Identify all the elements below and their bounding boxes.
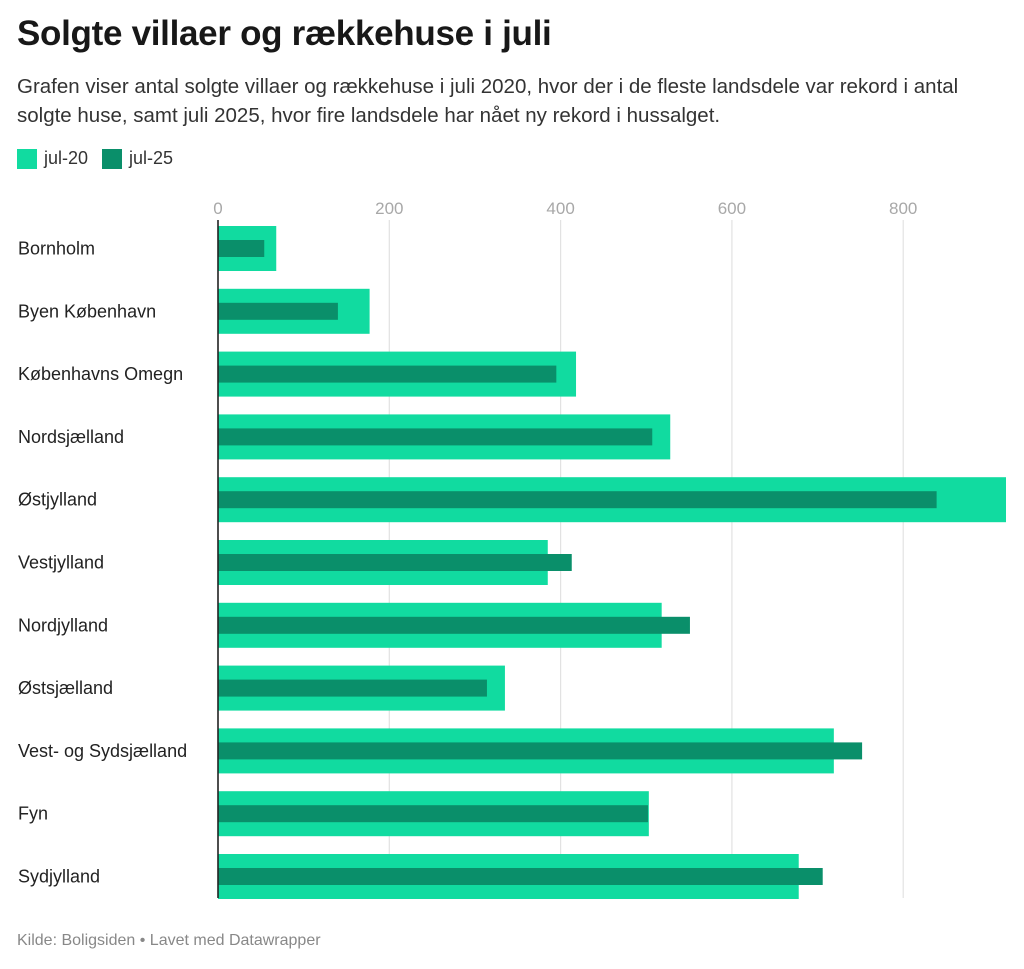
bars (218, 226, 1006, 899)
x-axis-ticks: 0 200 400 600 800 (213, 199, 917, 218)
legend-label-jul-25: jul-25 (129, 148, 174, 168)
legend-item-jul-20: jul-20 (17, 148, 88, 169)
legend-item-jul-25: jul-25 (102, 148, 173, 169)
legend-swatch-jul-25 (102, 148, 123, 169)
category-labels: Bornholm Byen København Københavns Omegn No… (18, 239, 187, 887)
bar-jul-25-nordjylland (218, 616, 690, 634)
x-tick-label-800: 800 (889, 199, 917, 218)
x-tick-label-200: 200 (375, 199, 403, 218)
category-label-nordjylland: Nordjylland (18, 615, 108, 635)
x-tick-label-0: 0 (213, 199, 222, 218)
legend: jul-20 jul-25 (17, 148, 187, 169)
category-label-sydjylland: Sydjylland (18, 867, 100, 887)
source-note: Kilde: Boligsiden • Lavet med Datawrappe… (17, 932, 321, 949)
bar-jul-25-nordsjaelland (218, 428, 653, 446)
x-tick-label-400: 400 (546, 199, 574, 218)
legend-label-jul-20: jul-20 (44, 148, 89, 168)
bar-jul-25-byen-koebenhavn (218, 302, 338, 320)
chart-title: Solgte villaer og rækkehuse i juli (17, 14, 552, 53)
bar-jul-25-oestjylland (218, 491, 937, 509)
category-label-vest-og-sydsjaelland: Vest- og Sydsjælland (18, 741, 187, 761)
category-label-koebenhavns-omegn: Københavns Omegn (18, 364, 183, 384)
category-label-fyn: Fyn (18, 804, 48, 824)
bar-jul-25-koebenhavns-omegn (218, 365, 557, 383)
category-label-oestsjaelland: Østsjælland (18, 678, 113, 698)
bar-jul-25-vestjylland (218, 554, 572, 571)
bar-jul-25-bornholm (218, 240, 265, 257)
legend-swatch-jul-20 (17, 148, 37, 169)
chart-subtitle: Grafen viser antal solgte villaer og ræk… (17, 75, 959, 127)
bar-chart: 0 200 400 600 800 Bornholm Byen København Købe… (18, 199, 1006, 899)
category-label-oestjylland: Østjylland (18, 490, 97, 510)
category-label-nordsjaelland: Nordsjælland (18, 427, 124, 447)
category-label-vestjylland: Vestjylland (18, 553, 104, 573)
x-tick-label-600: 600 (718, 199, 746, 218)
bar-jul-25-oestsjaelland (218, 679, 487, 697)
bar-jul-25-vest-og-sydsjaelland (218, 742, 863, 760)
bar-jul-25-sydjylland (218, 868, 823, 885)
bar-jul-25-fyn (218, 805, 648, 823)
category-label-byen-koebenhavn: Byen København (18, 301, 156, 321)
category-label-bornholm: Bornholm (18, 239, 95, 259)
